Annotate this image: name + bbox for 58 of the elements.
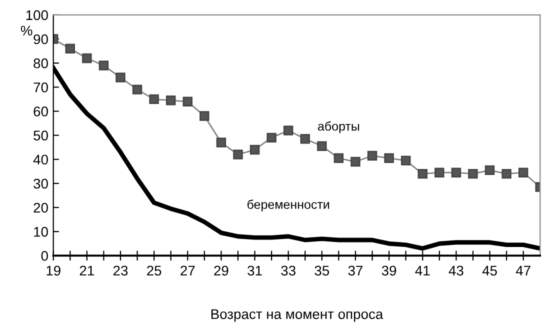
x-tick-label: 29 [214,266,228,276]
point [384,153,394,164]
point [250,144,260,155]
x-tick-label: 23 [113,266,128,276]
y-tick-label: 0 [41,250,48,261]
point [116,72,126,82]
point [468,168,478,179]
x-tick-label: 41 [415,266,430,276]
point [82,53,92,64]
point [367,150,378,161]
x-axis-title: Возраст на момент опроса [211,309,384,322]
point [418,168,428,179]
x-tick-label: 43 [448,266,464,276]
x-tick-label: 27 [180,266,195,276]
y-axis-title: % [20,26,32,36]
point [98,60,109,70]
x-tick-label: 45 [482,266,497,276]
y-tick-label: 10 [34,226,48,237]
point [65,44,75,54]
y-tick-label: 80 [34,58,48,68]
point [300,134,310,144]
x-tick-label: 25 [147,266,162,276]
point [400,156,411,166]
point [149,94,159,104]
point [518,168,528,178]
y-tick-label: 50 [34,130,48,140]
y-tick-label: 60 [34,106,48,116]
y-tick-label: 70 [34,82,48,92]
point [317,141,327,151]
point [216,138,226,148]
x-tick-label: 21 [80,266,94,276]
point [132,84,142,94]
y-tick-label: 100 [26,10,48,20]
point [434,168,444,178]
x-tick-label: 33 [281,266,296,276]
point [266,132,276,143]
x-tick-label: 37 [348,266,362,276]
point [182,96,192,106]
y-tick-label: 90 [34,34,48,44]
point [334,153,344,164]
point [200,111,210,121]
x-tick-label: 35 [314,266,330,276]
x-tick-label: 19 [46,266,60,276]
point [451,168,462,178]
y-tick-label: 20 [34,202,48,213]
point [484,165,495,176]
point [233,150,243,160]
point [502,168,512,179]
y-tick-label: 40 [33,154,48,165]
point [166,96,176,106]
text: беременности [248,200,330,212]
y-tick-label: 30 [34,178,48,189]
point [283,126,294,136]
series-label: аборты [318,121,360,134]
x-tick-label: 47 [516,266,530,276]
x-tick-label: 31 [248,266,262,276]
point [350,156,360,167]
x-tick-label: 39 [382,266,396,276]
